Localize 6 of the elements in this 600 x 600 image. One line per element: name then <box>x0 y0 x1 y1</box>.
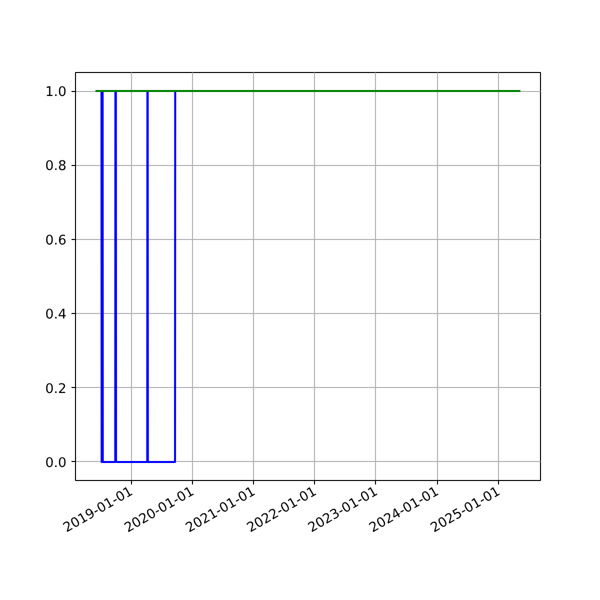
y-tick-label: 0.8 <box>45 159 67 174</box>
y-tick-label: 0.4 <box>45 308 67 323</box>
y-tick-label: 0.2 <box>45 382 67 397</box>
y-tick-label: 0.6 <box>45 233 67 248</box>
y-tick-label: 1.0 <box>45 85 67 100</box>
y-tick-label: 0.0 <box>45 456 67 471</box>
